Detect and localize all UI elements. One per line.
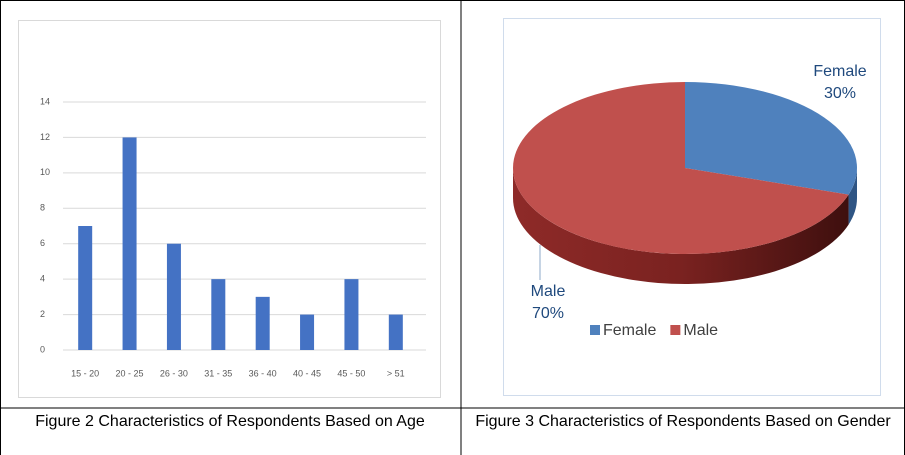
caption: Figure 2 Characteristics of Respondents … — [35, 413, 425, 430]
bar — [388, 314, 403, 350]
x-tick-label: > 51 — [387, 368, 405, 378]
slice — [685, 82, 857, 195]
bar — [344, 279, 359, 350]
y-tick-label: 0 — [40, 344, 45, 354]
bar — [122, 137, 137, 350]
y-tick-label: 10 — [40, 167, 50, 177]
bar — [211, 279, 226, 350]
x-tick-label: 36 - 40 — [249, 368, 277, 378]
caption: Figure 3 Characteristics of Respondents … — [475, 413, 891, 430]
charts: 0 2 4 6 8 10 12 14 15 - 20 20 - 25 26 - 30 31 - 35 3… — [40, 63, 867, 378]
chart-frame — [18, 20, 441, 398]
data-label: 30% — [824, 85, 856, 102]
x-tick-label: 20 - 25 — [116, 368, 144, 378]
bar — [78, 226, 93, 350]
bar — [166, 243, 181, 350]
data-label: 70% — [532, 305, 564, 322]
x-tick-label: 45 - 50 — [337, 368, 365, 378]
data-label: Female — [813, 63, 866, 80]
x-tick-label: 31 - 35 — [204, 368, 232, 378]
bar — [255, 296, 270, 350]
x-tick-label: 40 - 45 — [293, 368, 321, 378]
legend-swatch — [590, 325, 600, 335]
y-tick-label: 8 — [40, 203, 45, 213]
y-tick-label: 2 — [40, 309, 45, 319]
chart-frame — [503, 18, 881, 396]
x-tick-label: 26 - 30 — [160, 368, 188, 378]
y-tick-label: 4 — [40, 274, 45, 284]
bar — [300, 314, 315, 350]
data-label: Male — [531, 283, 566, 300]
legend-label: Male — [683, 322, 718, 339]
y-tick-label: 6 — [40, 238, 45, 248]
slice — [513, 82, 849, 254]
legend-swatch — [670, 325, 681, 335]
x-tick-label: 15 - 20 — [71, 368, 99, 378]
slice-side — [848, 168, 857, 225]
slice-side — [513, 168, 849, 284]
y-tick-label: 14 — [40, 96, 50, 106]
y-tick-label: 12 — [40, 132, 50, 142]
legend-label: Female — [603, 322, 656, 339]
